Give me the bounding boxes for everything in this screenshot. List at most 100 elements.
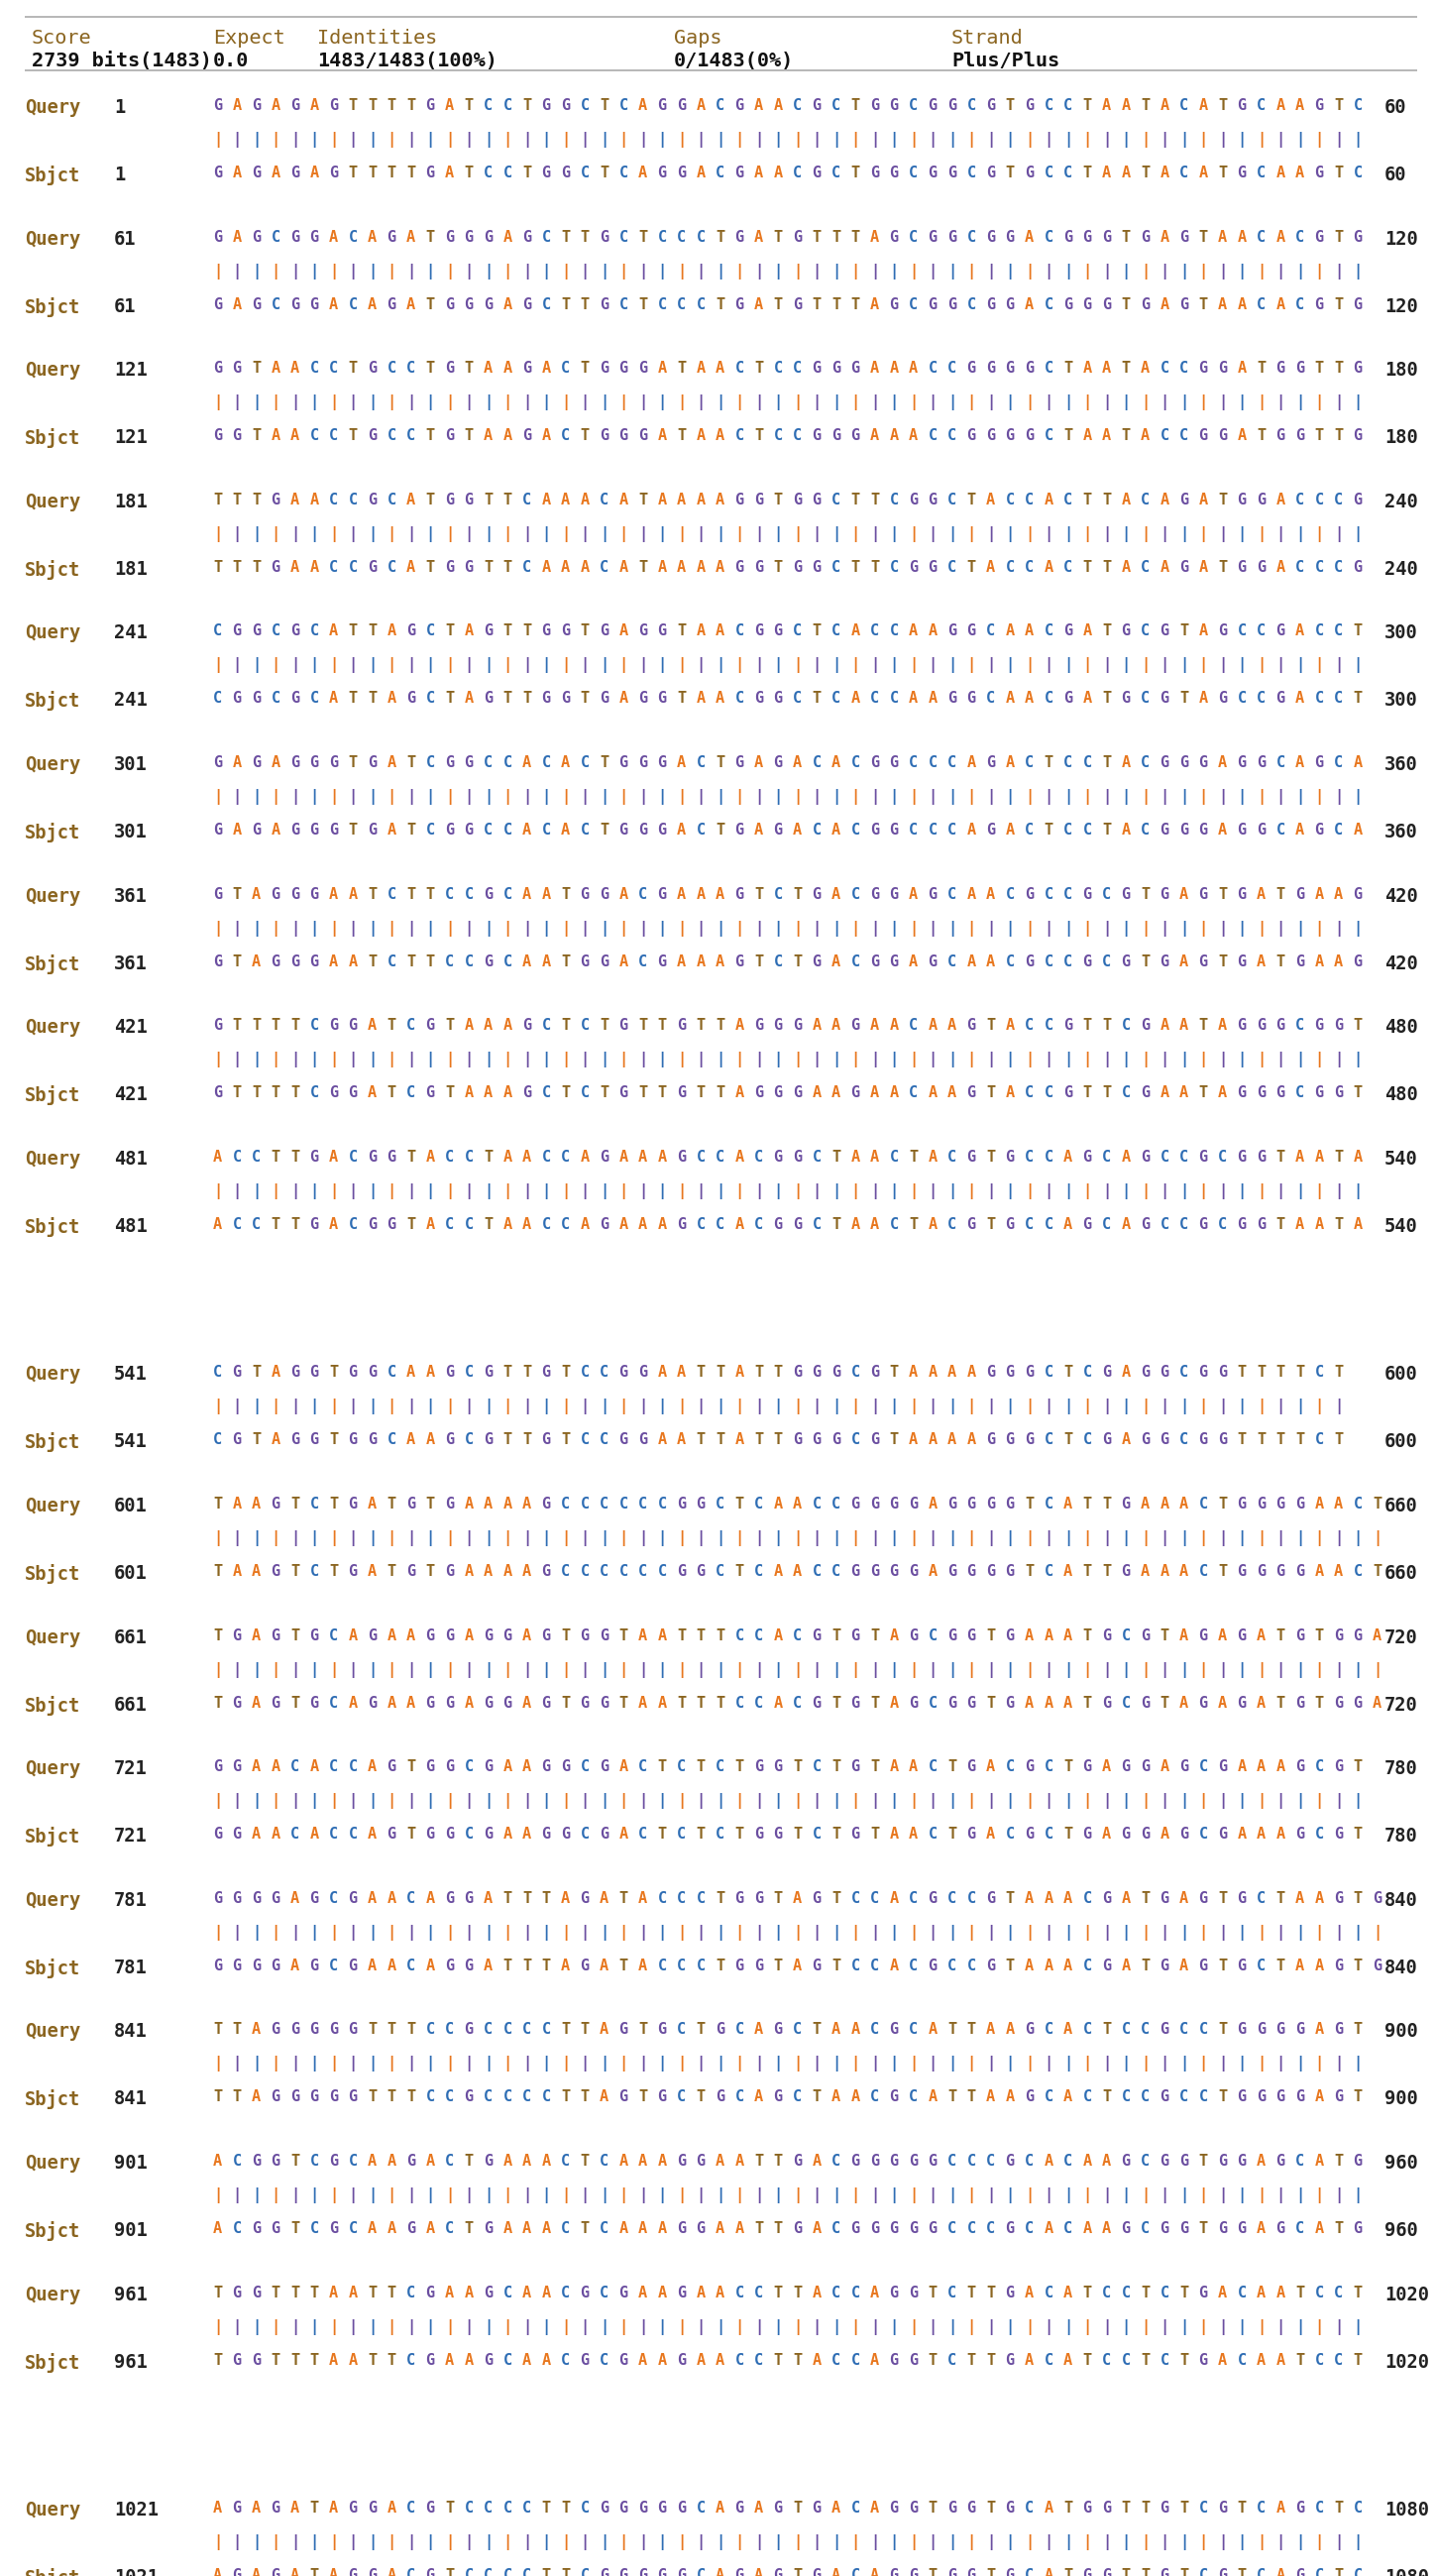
- Text: G: G: [1025, 165, 1034, 180]
- Text: G: G: [1122, 2221, 1130, 2236]
- Text: |: |: [464, 1051, 474, 1066]
- Text: |: |: [213, 263, 223, 278]
- Text: C: C: [1277, 822, 1285, 837]
- Text: C: C: [1044, 229, 1053, 245]
- Text: C: C: [561, 2285, 570, 2300]
- Text: |: |: [987, 1399, 995, 1414]
- Text: T: T: [349, 361, 358, 376]
- Text: A: A: [368, 1084, 376, 1100]
- Text: |: |: [619, 2056, 628, 2071]
- Text: |: |: [580, 1924, 589, 1940]
- Text: 181: 181: [113, 559, 148, 580]
- Text: T: T: [1083, 1564, 1091, 1579]
- Text: C: C: [349, 296, 358, 312]
- Text: G: G: [1295, 2501, 1304, 2517]
- Text: G: G: [1064, 229, 1073, 245]
- Text: |: |: [966, 1530, 976, 1546]
- Text: A: A: [251, 1759, 261, 1775]
- Text: |: |: [1005, 2535, 1014, 2550]
- Text: G: G: [425, 2352, 435, 2367]
- Text: G: G: [928, 165, 938, 180]
- Text: G: G: [1218, 2568, 1226, 2576]
- Text: G: G: [310, 1891, 319, 1906]
- Text: G: G: [966, 428, 976, 443]
- Text: A: A: [271, 98, 280, 113]
- Text: |: |: [233, 1793, 241, 1808]
- Text: |: |: [850, 2056, 860, 2071]
- Text: T: T: [1101, 755, 1111, 770]
- Text: |: |: [561, 1793, 570, 1808]
- Text: T: T: [619, 1958, 628, 1973]
- Text: |: |: [329, 1051, 337, 1066]
- Text: G: G: [948, 98, 956, 113]
- Text: T: T: [1199, 2221, 1208, 2236]
- Text: G: G: [966, 2568, 976, 2576]
- Text: C: C: [638, 1759, 648, 1775]
- Text: |: |: [696, 526, 705, 541]
- Text: T: T: [676, 690, 686, 706]
- Text: C: C: [889, 690, 899, 706]
- Text: A: A: [1005, 1084, 1014, 1100]
- Text: |: |: [406, 2187, 415, 2202]
- Text: G: G: [290, 165, 300, 180]
- Text: G: G: [676, 2501, 686, 2517]
- Text: Sbjct: Sbjct: [24, 1958, 80, 1978]
- Text: A: A: [1277, 2352, 1285, 2367]
- Text: C: C: [233, 2154, 241, 2169]
- Text: A: A: [1314, 2022, 1324, 2038]
- Text: T: T: [1083, 1018, 1091, 1033]
- Text: 1020: 1020: [1384, 2352, 1429, 2372]
- Text: T: T: [368, 690, 376, 706]
- Text: G: G: [889, 1497, 899, 1512]
- Text: G: G: [368, 1149, 376, 1164]
- Text: C: C: [406, 2568, 415, 2576]
- Text: T: T: [561, 296, 570, 312]
- Text: T: T: [870, 1759, 879, 1775]
- Text: |: |: [793, 394, 801, 410]
- Text: |: |: [1218, 1399, 1226, 1414]
- Text: |: |: [1160, 2318, 1169, 2334]
- Text: C: C: [1083, 2089, 1091, 2105]
- Text: G: G: [251, 296, 261, 312]
- Text: |: |: [909, 1051, 918, 1066]
- Text: 841: 841: [113, 2022, 148, 2040]
- Text: G: G: [484, 1759, 493, 1775]
- Text: |: |: [909, 2187, 918, 2202]
- Text: G: G: [1179, 559, 1189, 574]
- Text: T: T: [1238, 1365, 1246, 1381]
- Text: |: |: [619, 1530, 628, 1546]
- Text: |: |: [928, 1051, 938, 1066]
- Text: C: C: [1179, 361, 1189, 376]
- Text: |: |: [870, 657, 879, 672]
- Text: T: T: [503, 1365, 513, 1381]
- Text: T: T: [406, 755, 415, 770]
- Text: G: G: [329, 2022, 337, 2038]
- Text: T: T: [813, 296, 821, 312]
- Text: G: G: [271, 1564, 280, 1579]
- Text: A: A: [425, 1365, 435, 1381]
- Text: |: |: [561, 2187, 570, 2202]
- Text: G: G: [793, 1432, 801, 1448]
- Text: |: |: [290, 1182, 300, 1198]
- Text: |: |: [329, 2318, 337, 2334]
- Text: G: G: [1238, 755, 1246, 770]
- Text: A: A: [1314, 1564, 1324, 1579]
- Text: C: C: [948, 1891, 956, 1906]
- Text: T: T: [386, 165, 396, 180]
- Text: A: A: [1160, 559, 1169, 574]
- Text: G: G: [1199, 755, 1208, 770]
- Text: T: T: [774, 2221, 783, 2236]
- Text: C: C: [793, 361, 801, 376]
- Text: |: |: [928, 394, 938, 410]
- Text: Query: Query: [24, 1891, 80, 1909]
- Text: G: G: [541, 1628, 550, 1643]
- Text: |: |: [715, 2056, 725, 2071]
- Text: C: C: [271, 296, 280, 312]
- Text: G: G: [948, 690, 956, 706]
- Text: T: T: [619, 1628, 628, 1643]
- Text: |: |: [1218, 788, 1226, 804]
- Text: A: A: [987, 953, 995, 969]
- Text: |: |: [368, 394, 376, 410]
- Text: G: G: [658, 623, 666, 639]
- Text: |: |: [561, 2318, 570, 2334]
